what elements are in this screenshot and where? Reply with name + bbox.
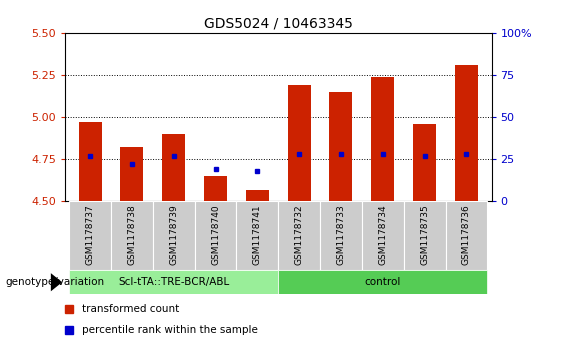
Text: GSM1178733: GSM1178733 [337, 204, 345, 265]
Text: transformed count: transformed count [82, 303, 179, 314]
Text: genotype/variation: genotype/variation [6, 277, 105, 287]
Bar [236, 201, 279, 270]
Bar [69, 270, 279, 294]
Bar [413, 124, 436, 201]
Bar [69, 201, 111, 270]
Title: GDS5024 / 10463345: GDS5024 / 10463345 [204, 16, 353, 30]
Bar [329, 92, 353, 201]
Bar [194, 201, 236, 270]
Text: GSM1178739: GSM1178739 [169, 204, 178, 265]
Bar [162, 134, 185, 201]
Bar [279, 270, 488, 294]
Bar [362, 201, 404, 270]
Bar [446, 201, 488, 270]
Bar [111, 201, 153, 270]
Text: GSM1178732: GSM1178732 [295, 204, 303, 265]
Text: control: control [364, 277, 401, 287]
Text: percentile rank within the sample: percentile rank within the sample [82, 325, 258, 335]
Bar [246, 189, 269, 201]
Bar [120, 147, 144, 201]
Text: GSM1178741: GSM1178741 [253, 204, 262, 265]
Text: GSM1178737: GSM1178737 [85, 204, 94, 265]
Text: GSM1178734: GSM1178734 [379, 204, 388, 265]
Bar [79, 122, 102, 201]
Text: GSM1178735: GSM1178735 [420, 204, 429, 265]
Bar [371, 77, 394, 201]
Text: GSM1178738: GSM1178738 [127, 204, 136, 265]
Bar [455, 65, 478, 201]
Bar [320, 201, 362, 270]
Text: Scl-tTA::TRE-BCR/ABL: Scl-tTA::TRE-BCR/ABL [118, 277, 229, 287]
Bar [279, 201, 320, 270]
Bar [204, 176, 227, 201]
Bar [288, 85, 311, 201]
Bar [153, 201, 194, 270]
Bar [404, 201, 446, 270]
Text: GSM1178736: GSM1178736 [462, 204, 471, 265]
Text: GSM1178740: GSM1178740 [211, 204, 220, 265]
